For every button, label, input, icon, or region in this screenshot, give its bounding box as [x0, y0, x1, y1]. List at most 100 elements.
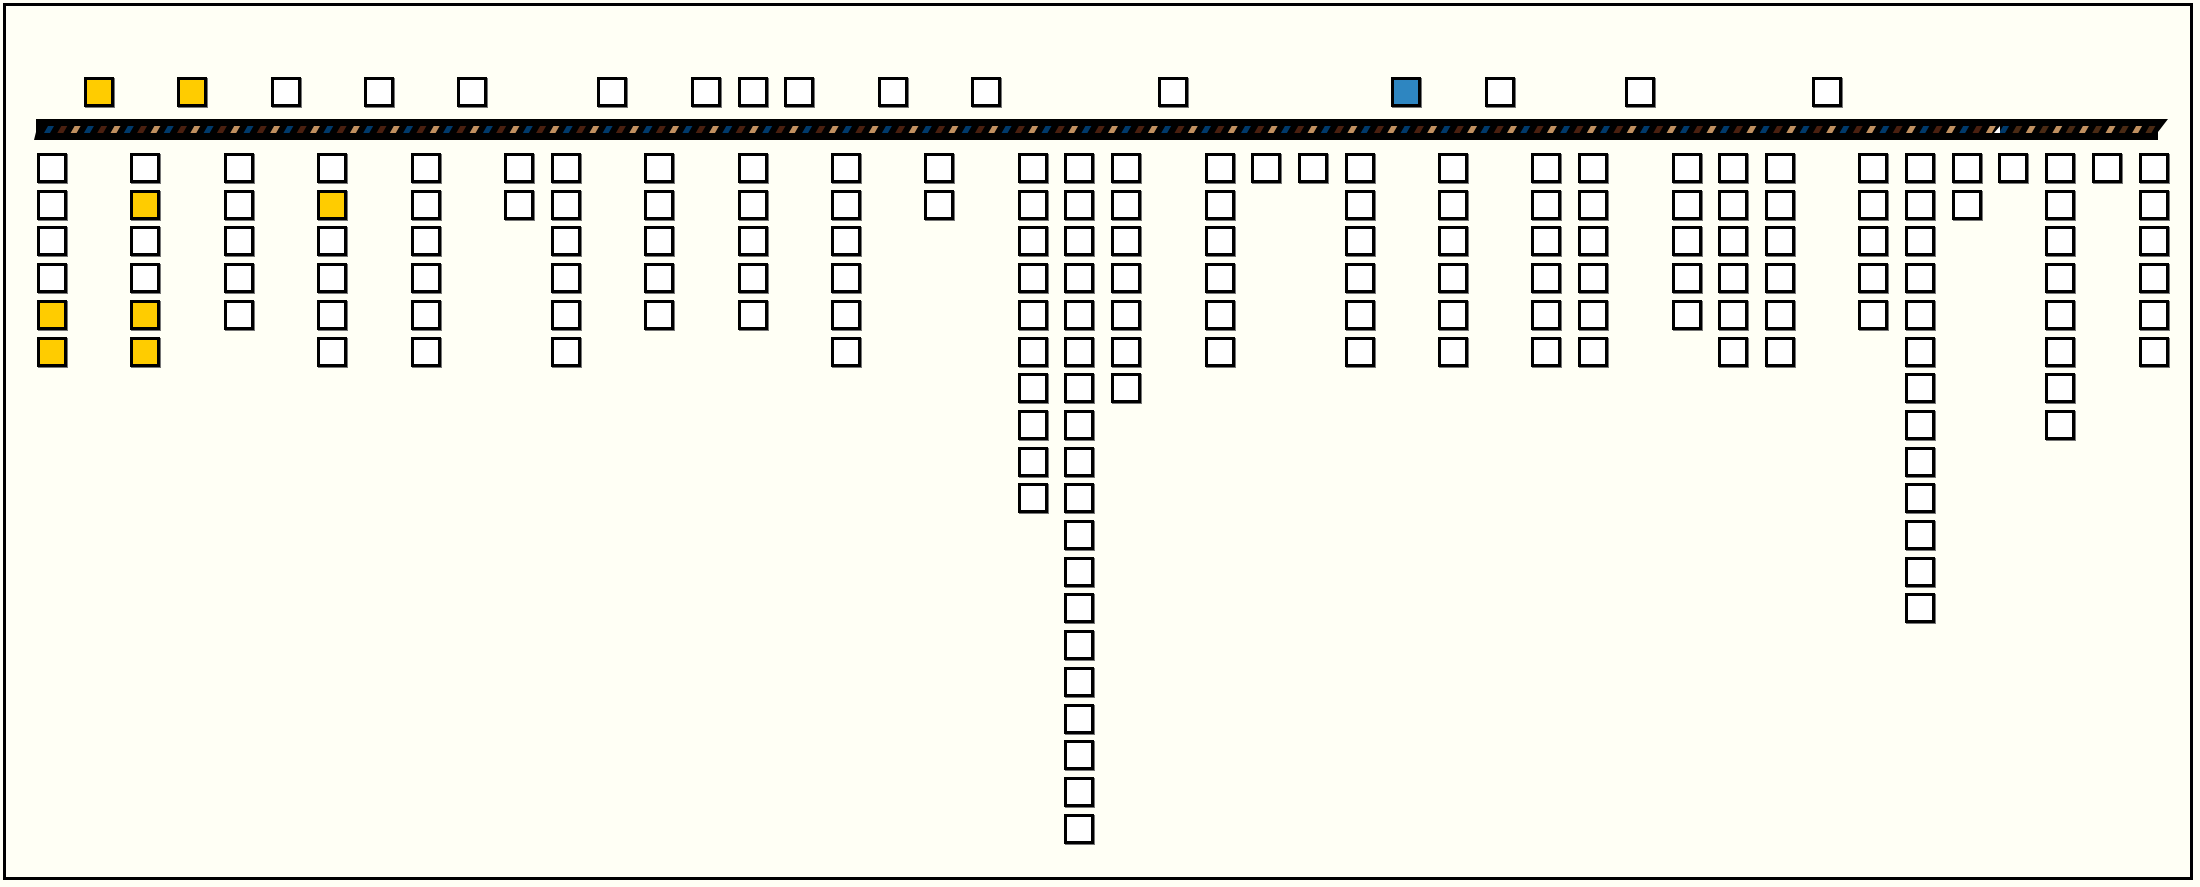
top-marker [83, 77, 114, 107]
column-square [1578, 336, 1609, 367]
column-square [830, 226, 861, 257]
bar-stripe [1214, 126, 1225, 133]
bar-stripe [190, 126, 201, 133]
bar-stripe [602, 126, 613, 133]
top-marker [363, 77, 394, 107]
column-square [1718, 299, 1749, 330]
bar-stripe [1360, 126, 1371, 133]
column-square [1578, 153, 1609, 183]
bar-stripe [403, 126, 414, 133]
column-square [1905, 556, 1935, 587]
bar-stripe [669, 126, 680, 133]
bar-stripe [1440, 126, 1451, 133]
column-square [1344, 299, 1375, 330]
column-square [1764, 263, 1795, 294]
column-square [644, 153, 675, 183]
column-square [1718, 153, 1749, 183]
bar-stripe [137, 126, 148, 133]
bar-stripe [975, 126, 985, 133]
bar-stripe [1094, 126, 1105, 133]
column-square [130, 263, 161, 294]
column-square [2045, 373, 2076, 404]
bar-stripe [1653, 126, 1664, 133]
column-square [2045, 336, 2076, 367]
bar-stripe [1001, 126, 1012, 133]
bar-stripe [762, 126, 773, 133]
column-square [2045, 409, 2076, 440]
column-square [1111, 263, 1142, 294]
column-square [1905, 226, 1935, 257]
column-square [644, 263, 675, 294]
top-marker [1624, 77, 1655, 107]
column-square [2138, 263, 2169, 294]
bar-stripe [895, 126, 906, 133]
column-square [1905, 409, 1935, 440]
bar-stripe [1294, 126, 1305, 133]
column-square [1064, 446, 1095, 477]
bar-stripe [1626, 126, 1637, 133]
column-square [1905, 593, 1935, 624]
column-square [1017, 373, 1048, 404]
bar-stripe [376, 126, 387, 133]
bar-stripe [2118, 126, 2129, 133]
bar-stripe [1374, 126, 1384, 133]
column-square [1064, 740, 1095, 771]
column-square [924, 153, 955, 183]
column-square [1905, 336, 1935, 367]
column-square [410, 189, 441, 220]
bar-stripe [509, 126, 520, 133]
column-square [1671, 226, 1702, 257]
column-square [830, 299, 861, 330]
bar-stripe [1467, 126, 1478, 133]
bar-stripe [97, 126, 108, 133]
column-square [830, 153, 861, 183]
bar-stripe [1161, 126, 1172, 133]
column-square [317, 336, 348, 367]
column-square [1858, 263, 1889, 294]
column-square [1064, 703, 1095, 734]
bar-stripe [57, 126, 68, 133]
bar-stripe [216, 126, 227, 133]
bar-stripe [682, 126, 693, 133]
bar-stripe [1586, 126, 1597, 133]
column-square [550, 263, 581, 294]
bar-stripe [83, 126, 94, 133]
bar-stripe [842, 126, 852, 133]
bar-stripe [123, 126, 134, 133]
bar-stripe [1600, 126, 1611, 133]
bar-stripe [1773, 126, 1783, 133]
bar-stripe [469, 126, 480, 133]
column-square [317, 226, 348, 257]
bar-stripe [323, 126, 334, 133]
column-square [1905, 446, 1935, 477]
column-square [1905, 373, 1935, 404]
bar-stripe [1427, 126, 1438, 133]
bar-stripe [443, 126, 453, 133]
bar-stripe [549, 126, 560, 133]
column-square [37, 226, 67, 257]
bar-stripe [482, 126, 493, 133]
column-square [1017, 263, 1048, 294]
column-square [1764, 226, 1795, 257]
top-marker [597, 77, 628, 107]
column-square [1905, 299, 1935, 330]
bar-stripe [655, 126, 666, 133]
bar-stripe [1081, 126, 1092, 133]
column-square [1344, 189, 1375, 220]
bar-stripe [2145, 126, 2156, 133]
bar-stripe [615, 126, 626, 133]
column-square [1064, 226, 1095, 257]
column-square [1905, 263, 1935, 294]
column-square [504, 153, 534, 183]
bar-stripe [629, 126, 640, 133]
column-square [410, 336, 441, 367]
bar-stripe [363, 126, 374, 133]
bar-stripe [576, 126, 586, 133]
bar-stripe [1959, 126, 1970, 133]
bar-stripe [1839, 126, 1850, 133]
column-square [410, 226, 441, 257]
diagram-frame [3, 3, 2193, 880]
column-square [1671, 189, 1702, 220]
column-square [1111, 153, 1142, 183]
bar-stripe [748, 126, 759, 133]
